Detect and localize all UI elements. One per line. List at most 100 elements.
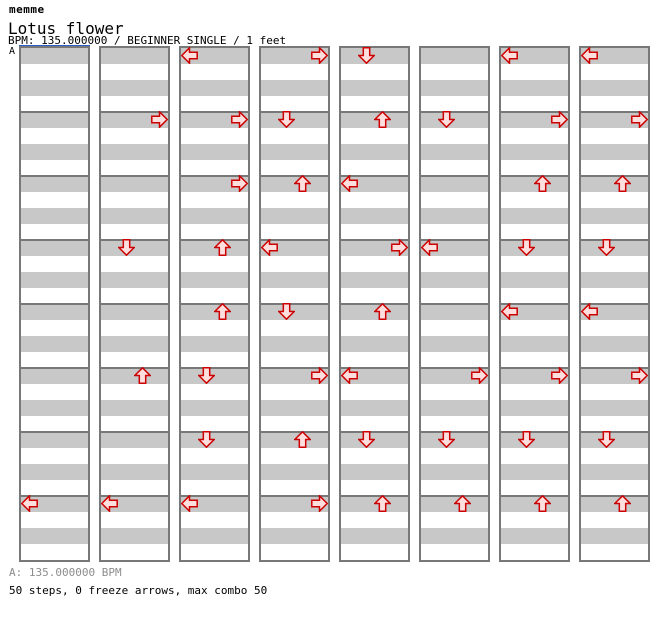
chart-meta: BPM: 135.000000 / BEGINNER SINGLE / 1 fe…	[8, 34, 287, 47]
step-arrow-up-icon	[372, 302, 393, 320]
step-arrow-up-icon	[212, 302, 233, 320]
step-arrow-left-icon	[180, 45, 198, 66]
measure-line	[421, 303, 488, 305]
step-chart	[0, 45, 672, 562]
beat-stripe	[421, 144, 488, 160]
chart-stats: 50 steps, 0 freeze arrows, max combo 50	[9, 584, 268, 597]
measure-line	[261, 431, 328, 433]
step-arrow-right-icon	[471, 365, 489, 386]
measure-line	[501, 303, 568, 305]
step-arrow-down-icon	[276, 111, 297, 129]
step-arrow-left-icon	[580, 45, 598, 66]
chart-column	[339, 46, 410, 562]
step-arrow-down-icon	[356, 47, 377, 65]
step-arrow-right-icon	[391, 237, 409, 258]
step-arrow-left-icon	[580, 301, 598, 322]
beat-stripe	[21, 336, 88, 352]
chart-column	[579, 45, 650, 562]
chart-column	[99, 46, 170, 562]
beat-stripe	[181, 272, 248, 288]
beat-stripe	[261, 400, 328, 416]
measure-line	[261, 239, 328, 241]
step-arrow-left-icon	[20, 493, 38, 514]
step-arrow-left-icon	[340, 365, 358, 386]
measure-line	[501, 495, 568, 497]
step-arrow-up-icon	[452, 494, 473, 512]
beat-stripe	[21, 208, 88, 224]
step-arrow-up-icon	[212, 238, 233, 256]
measure-line	[501, 239, 568, 241]
step-arrow-up-icon	[532, 494, 553, 512]
beat-stripe	[581, 80, 648, 96]
beat-stripe	[501, 80, 568, 96]
beat-stripe	[101, 400, 168, 416]
beat-stripe	[421, 304, 488, 320]
measure-line	[261, 303, 328, 305]
beat-stripe	[581, 528, 648, 544]
step-arrow-left-icon	[340, 173, 358, 194]
step-arrow-down-icon	[436, 111, 457, 129]
beat-stripe	[421, 80, 488, 96]
measure-line	[101, 495, 168, 497]
measure-line	[21, 239, 88, 241]
step-arrow-right-icon	[551, 365, 569, 386]
beat-stripe	[421, 48, 488, 64]
chart-column	[259, 45, 330, 562]
beat-stripe	[101, 432, 168, 448]
beat-stripe	[181, 528, 248, 544]
beat-stripe	[21, 528, 88, 544]
beat-stripe	[181, 400, 248, 416]
measure-line	[581, 367, 648, 369]
beat-stripe	[581, 464, 648, 480]
beat-stripe	[501, 144, 568, 160]
beat-stripe	[101, 464, 168, 480]
measure-line	[421, 175, 488, 177]
beat-stripe	[581, 336, 648, 352]
measure-line	[501, 431, 568, 433]
measure-line	[421, 431, 488, 433]
beat-stripe	[101, 80, 168, 96]
step-arrow-up-icon	[612, 174, 633, 192]
measure-line	[101, 239, 168, 241]
measure-line	[261, 175, 328, 177]
step-arrow-down-icon	[196, 431, 217, 449]
step-arrow-up-icon	[372, 494, 393, 512]
measure-line	[261, 495, 328, 497]
measure-line	[421, 239, 488, 241]
beat-stripe	[581, 272, 648, 288]
beat-stripe	[101, 208, 168, 224]
bpm-info: A: 135.000000 BPM	[9, 566, 122, 579]
measure-line	[341, 431, 408, 433]
step-arrow-up-icon	[292, 430, 313, 448]
beat-stripe	[261, 336, 328, 352]
measure-line	[181, 431, 248, 433]
step-arrow-down-icon	[196, 367, 217, 385]
measure-line	[181, 303, 248, 305]
beat-stripe	[101, 304, 168, 320]
step-arrow-right-icon	[311, 45, 329, 66]
beat-stripe	[501, 528, 568, 544]
measure-line	[501, 175, 568, 177]
beat-stripe	[341, 400, 408, 416]
beat-stripe	[421, 400, 488, 416]
beat-stripe	[581, 400, 648, 416]
step-arrow-down-icon	[596, 239, 617, 257]
beat-stripe	[421, 336, 488, 352]
step-arrow-up-icon	[292, 174, 313, 192]
step-arrow-left-icon	[420, 237, 438, 258]
beat-stripe	[261, 272, 328, 288]
measure-line	[341, 175, 408, 177]
measure-line	[21, 175, 88, 177]
beat-stripe	[421, 528, 488, 544]
measure-line	[261, 367, 328, 369]
artist-name: memme	[9, 3, 45, 16]
beat-stripe	[181, 144, 248, 160]
step-arrow-left-icon	[100, 493, 118, 514]
chart-column	[499, 45, 570, 562]
step-arrow-right-icon	[231, 109, 249, 130]
beat-stripe	[21, 464, 88, 480]
step-arrow-right-icon	[631, 109, 649, 130]
measure-line	[101, 111, 168, 113]
beat-stripe	[341, 464, 408, 480]
step-arrow-up-icon	[532, 174, 553, 192]
